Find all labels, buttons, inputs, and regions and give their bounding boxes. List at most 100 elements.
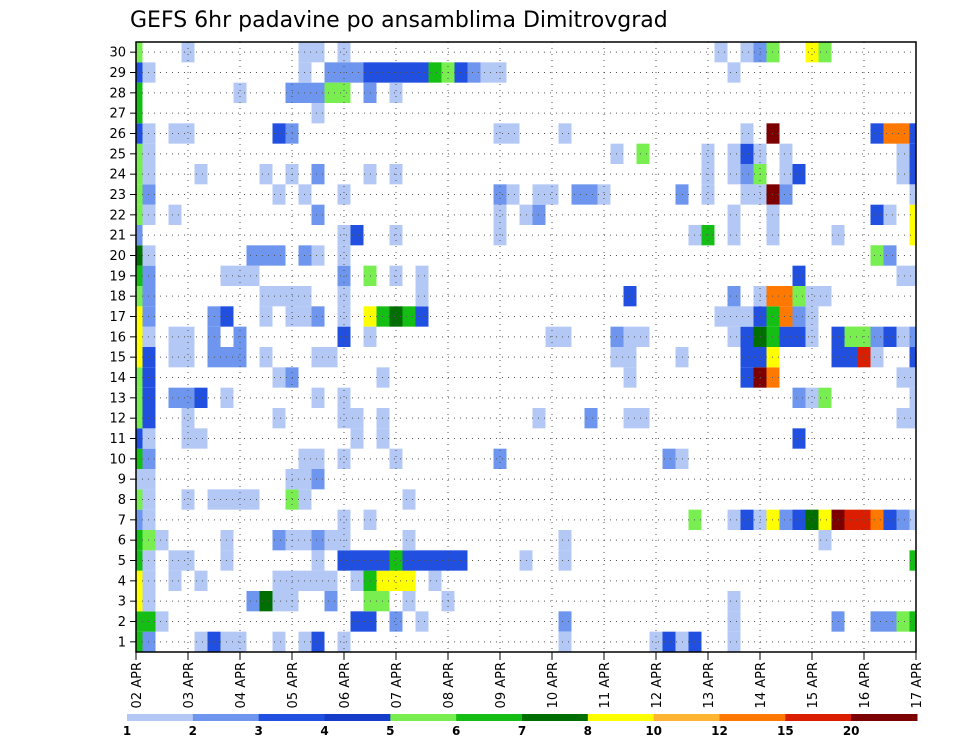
heatmap-cell xyxy=(311,42,325,63)
y-tick-label: 24 xyxy=(109,168,126,183)
y-tick-label: 28 xyxy=(109,86,126,101)
heatmap-cell xyxy=(350,62,364,83)
heatmap-cell xyxy=(272,184,286,205)
heatmap-cell xyxy=(168,387,182,408)
heatmap-cell xyxy=(168,570,182,591)
heatmap-cell xyxy=(168,347,182,368)
heatmap-cell xyxy=(136,509,143,530)
heatmap-cell xyxy=(779,306,793,327)
heatmap-cell xyxy=(272,286,286,307)
heatmap-cell xyxy=(779,164,793,185)
heatmap-cell xyxy=(727,164,741,185)
heatmap-cell xyxy=(311,631,325,652)
heatmap-cell xyxy=(311,306,325,327)
heatmap-cell xyxy=(662,631,676,652)
heatmap-cell xyxy=(714,306,728,327)
heatmap-cell xyxy=(883,123,897,144)
y-tick-label: 9 xyxy=(118,473,126,488)
heatmap-cell xyxy=(727,306,741,327)
x-tick-label: 02 APR xyxy=(130,662,145,708)
heatmap-cell xyxy=(493,204,507,225)
heatmap-cell xyxy=(246,265,260,286)
heatmap-cell xyxy=(350,611,364,632)
heatmap-cell xyxy=(272,245,286,266)
colorbar-label: 3 xyxy=(254,724,262,738)
heatmap-cell xyxy=(311,164,325,185)
y-tick-label: 5 xyxy=(118,554,126,569)
heatmap-cell xyxy=(896,143,910,164)
heatmap-cell xyxy=(909,367,916,388)
heatmap-cell xyxy=(350,225,364,246)
heatmap-cell xyxy=(136,82,143,103)
heatmap-cell xyxy=(649,631,663,652)
heatmap-cell xyxy=(136,164,143,185)
heatmap-cell xyxy=(493,123,507,144)
heatmap-cell xyxy=(402,62,416,83)
heatmap-cell xyxy=(779,326,793,347)
heatmap-cell xyxy=(233,347,247,368)
colorbar-segment xyxy=(324,714,391,721)
heatmap-cell xyxy=(870,509,884,530)
x-tick-label: 09 APR xyxy=(494,662,509,708)
heatmap-cell xyxy=(909,509,916,530)
heatmap-cell xyxy=(136,347,143,368)
heatmap-cell xyxy=(194,387,208,408)
y-tick-label: 18 xyxy=(109,290,126,305)
heatmap-cell xyxy=(136,367,143,388)
heatmap-cell xyxy=(311,245,325,266)
y-tick-label: 23 xyxy=(109,188,126,203)
heatmap-cell xyxy=(909,326,916,347)
colorbar-segment xyxy=(456,714,523,721)
heatmap-cell xyxy=(740,347,754,368)
heatmap-cell xyxy=(857,509,871,530)
heatmap-cell xyxy=(168,123,182,144)
heatmap-cell xyxy=(896,367,910,388)
y-tick-label: 20 xyxy=(109,249,126,264)
heatmap-cell xyxy=(194,164,208,185)
heatmap-cell xyxy=(740,367,754,388)
heatmap-cell xyxy=(272,123,286,144)
heatmap-cell xyxy=(740,184,754,205)
heatmap-cell xyxy=(415,62,429,83)
x-tick-label: 14 APR xyxy=(754,662,769,708)
heatmap-cell xyxy=(389,225,403,246)
heatmap-cell xyxy=(727,631,741,652)
heatmap-cell xyxy=(311,103,325,124)
heatmap-cell xyxy=(136,489,143,510)
heatmap-cell xyxy=(324,570,338,591)
heatmap-cell xyxy=(136,265,143,286)
y-tick-label: 26 xyxy=(109,127,126,142)
y-tick-label: 14 xyxy=(109,371,126,386)
y-tick-label: 3 xyxy=(118,595,126,610)
heatmap-cell xyxy=(136,225,143,246)
heatmap-cell xyxy=(493,448,507,469)
colorbar-segment xyxy=(851,714,918,721)
y-tick-label: 15 xyxy=(109,351,126,366)
y-tick-label: 16 xyxy=(109,330,126,345)
heatmap-cell xyxy=(792,306,806,327)
heatmap-cell xyxy=(467,62,481,83)
y-axis: 1234567891011121314151617181920212223242… xyxy=(109,46,136,650)
heatmap-cell xyxy=(740,326,754,347)
heatmap-cell xyxy=(136,428,143,449)
heatmap-cell xyxy=(402,306,416,327)
heatmap-cell xyxy=(805,42,819,63)
heatmap-cell xyxy=(792,265,806,286)
colorbar-segment xyxy=(587,714,655,721)
heatmap-cell xyxy=(402,570,416,591)
y-tick-label: 2 xyxy=(118,615,126,630)
heatmap-cell xyxy=(727,509,741,530)
heatmap-cell xyxy=(259,306,273,327)
colorbar-label: 4 xyxy=(320,724,328,738)
y-tick-label: 30 xyxy=(109,46,126,61)
heatmap-cell xyxy=(896,265,910,286)
colorbar-label: 2 xyxy=(189,724,197,738)
heatmap-cell xyxy=(272,570,286,591)
heatmap-cell xyxy=(272,530,286,551)
heatmap-cell xyxy=(311,82,325,103)
heatmap-cell xyxy=(402,530,416,551)
heatmap-cell xyxy=(662,448,676,469)
heatmap-cell xyxy=(194,570,208,591)
heatmap-cell xyxy=(727,225,741,246)
heatmap-cell xyxy=(805,286,819,307)
